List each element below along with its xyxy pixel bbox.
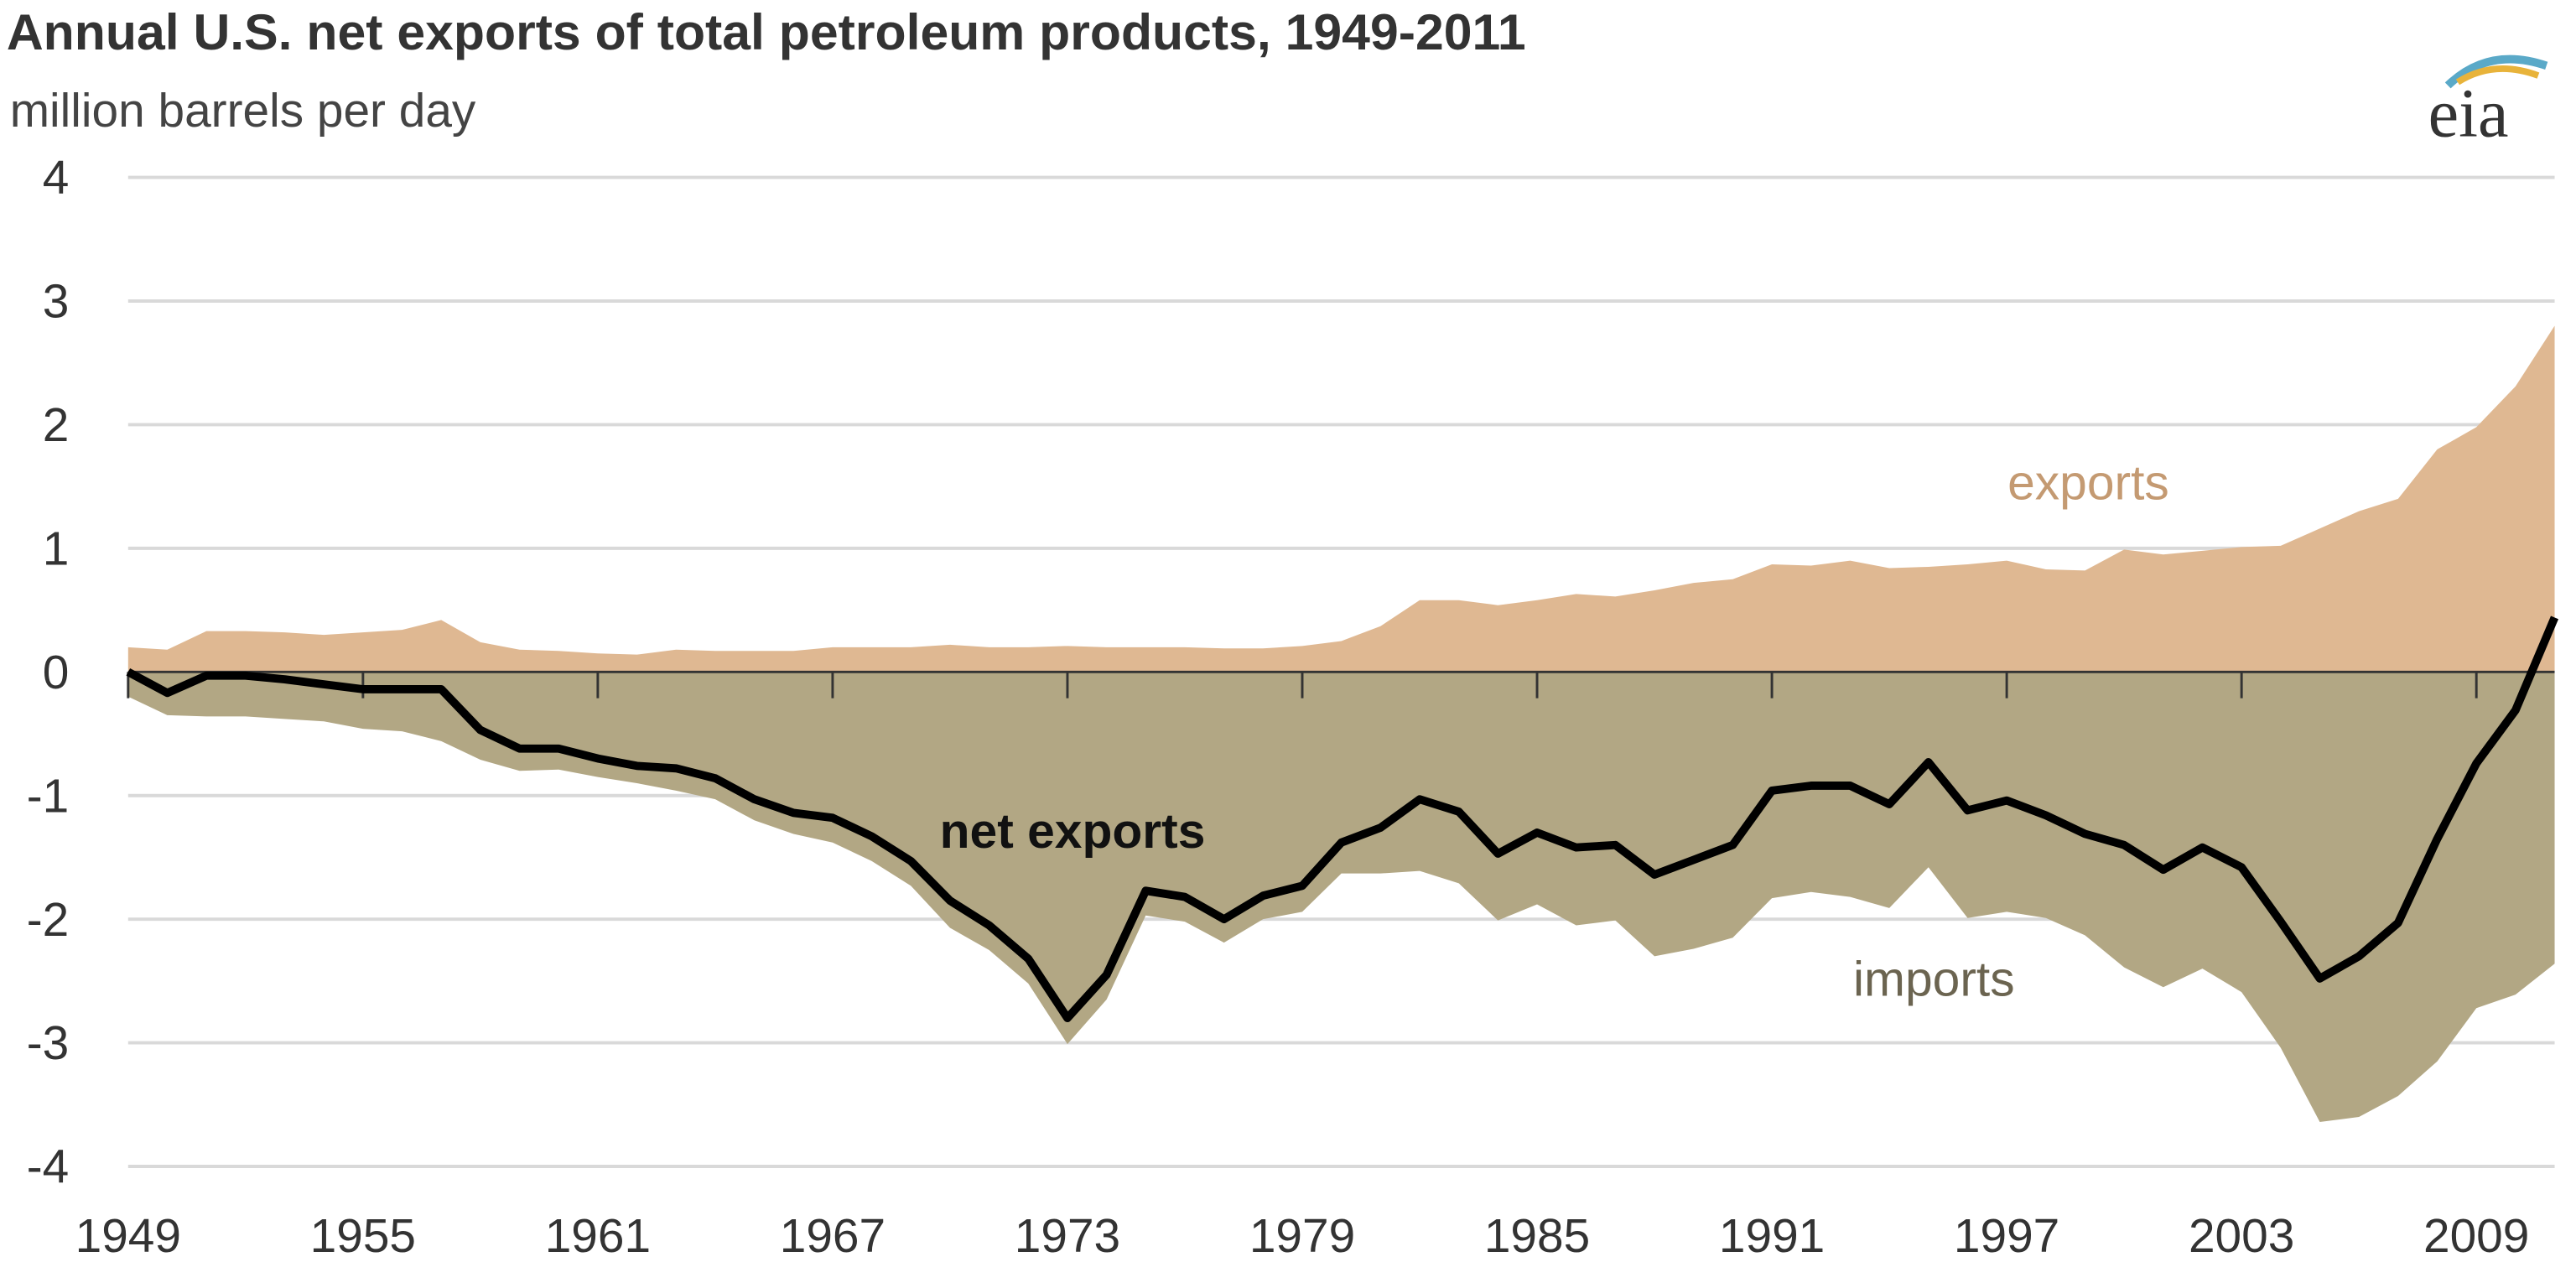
x-tick-label: 1961: [545, 1210, 651, 1263]
y-tick-label: -3: [27, 1017, 70, 1070]
y-tick-label: 2: [43, 399, 70, 452]
x-tick-label: 1949: [75, 1210, 181, 1263]
y-tick-label: 1: [43, 522, 70, 575]
areas: [127, 325, 2555, 1122]
x-tick-label: 1991: [1719, 1210, 1825, 1263]
x-tick-label: 1985: [1484, 1210, 1590, 1263]
chart-subtitle: million barrels per day: [10, 85, 476, 138]
y-tick-label: 4: [43, 152, 70, 205]
label-exports: exports: [2007, 456, 2169, 511]
y-axis: 4 3 2 1 0 -1 -2 -3 -4: [27, 152, 70, 1193]
label-imports: imports: [1853, 952, 2015, 1006]
x-tick-label: 1997: [1954, 1210, 2059, 1263]
y-tick-label: -4: [27, 1141, 70, 1194]
y-tick-label: -1: [27, 770, 70, 823]
x-tick-label: 2009: [2423, 1210, 2529, 1263]
chart-title: Annual U.S. net exports of total petrole…: [7, 3, 1526, 60]
x-axis: 1949 1955 1961 1967 1973 1979 1985 1991 1997 2003…: [75, 670, 2555, 1263]
x-tick-label: 1967: [780, 1210, 886, 1263]
x-tick-label: 1973: [1015, 1210, 1120, 1263]
x-tick-label: 1979: [1249, 1210, 1355, 1263]
y-tick-label: 3: [43, 276, 70, 329]
x-tick-label: 2003: [2189, 1210, 2294, 1263]
eia-logo: eia: [2428, 55, 2548, 152]
lines: [126, 615, 2559, 1023]
line-net-exports: [126, 615, 2559, 1023]
label-net-exports: net exports: [940, 804, 1206, 859]
eia-logo-text: eia: [2428, 75, 2509, 152]
area-exports: [127, 325, 2555, 673]
y-tick-label: -2: [27, 894, 70, 947]
y-tick-label: 0: [43, 647, 70, 699]
x-tick-label: 1955: [310, 1210, 416, 1263]
